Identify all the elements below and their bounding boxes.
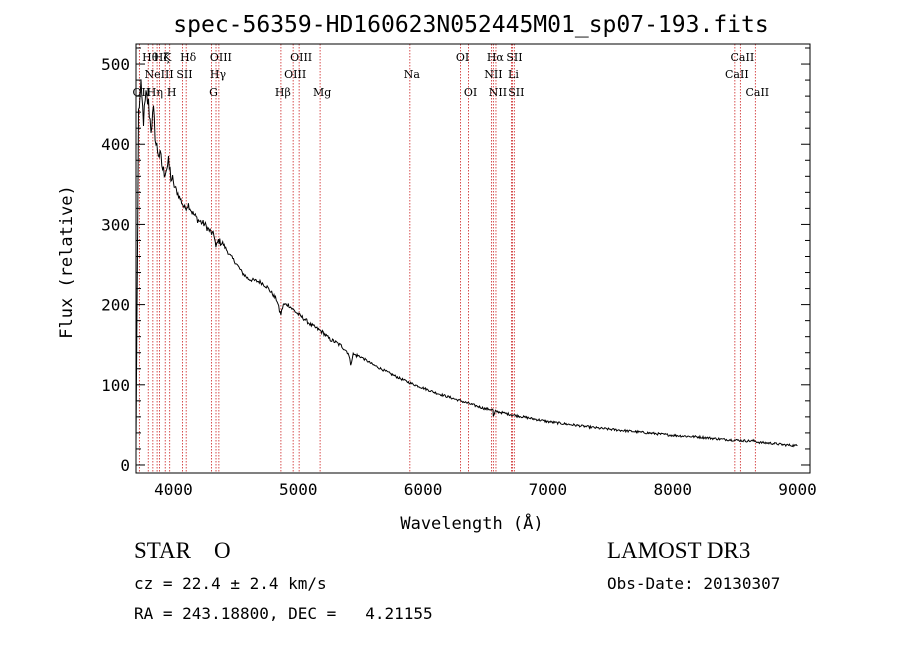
redshift-velocity: cz = 22.4 ± 2.4 km/s (134, 574, 327, 593)
y-axis-label: Flux (relative) (57, 185, 77, 339)
coordinates: RA = 243.18800, DEC = 4.21155 (134, 604, 433, 623)
line-label-4: Hζ (154, 51, 170, 64)
series-line-spectrum (135, 79, 798, 448)
line-label-15: Mg (313, 86, 331, 99)
line-label-20: Hα (487, 51, 505, 64)
line-label-16: Na (404, 68, 421, 81)
line-label-8: Hδ (180, 51, 197, 64)
x-tick-label: 6000 (404, 480, 443, 499)
line-labels: OII Hθ Hη NeIII HζK H SII Hδ G Hγ OIII Hβ OIII OIII Mg… (133, 51, 770, 99)
y-tick-label: 400 (101, 135, 130, 154)
spectral-line-markers (138, 44, 756, 473)
line-label-5: K (163, 51, 172, 64)
survey-label: LAMOST DR3 (607, 538, 751, 563)
line-label-26: CaII (731, 51, 755, 64)
x-tick-label: 7000 (529, 480, 568, 499)
line-label-11: OIII (210, 51, 232, 64)
y-tick-label: 500 (101, 55, 130, 74)
object-class-label: STAR O (134, 538, 231, 563)
line-label-7: SII (176, 68, 192, 81)
line-label-25: CaII (725, 68, 749, 81)
line-label-23: SII (506, 51, 522, 64)
line-label-10: Hγ (210, 68, 227, 81)
line-label-12: Hβ (275, 86, 291, 99)
line-label-0: OII (133, 86, 151, 99)
line-label-3: NeIII (145, 68, 174, 81)
x-tick-label: 4000 (154, 480, 193, 499)
x-tick-label: 8000 (653, 480, 692, 499)
line-label-13: OIII (284, 68, 306, 81)
y-tick-label: 100 (101, 376, 130, 395)
line-label-17: OI (456, 51, 469, 64)
plot-axes: 4000 5000 6000 7000 8000 9000 0 100 200 300 400 500 (101, 43, 817, 499)
line-label-27: CaII (745, 86, 769, 99)
observation-date: Obs-Date: 20130307 (607, 574, 781, 593)
x-tick-label: 5000 (279, 480, 318, 499)
line-label-14: OIII (290, 51, 312, 64)
spectrum-series (135, 79, 798, 448)
line-label-1: Hθ (142, 51, 159, 64)
x-tick-label: 9000 (778, 480, 817, 499)
line-label-6: H (167, 86, 177, 99)
x-axis-label: Wavelength (Å) (400, 512, 543, 534)
y-tick-label: 0 (120, 456, 130, 475)
line-label-18: OI (464, 86, 477, 99)
line-label-2: Hη (147, 86, 163, 99)
y-tick-label: 200 (101, 296, 130, 315)
line-label-21: NII (489, 86, 507, 99)
line-label-24: SII (508, 86, 524, 99)
plot-frame (135, 43, 811, 474)
line-label-9: G (209, 86, 218, 99)
chart-title: spec-56359-HD160623N052445M01_sp07-193.f… (173, 12, 768, 38)
y-tick-label: 300 (101, 215, 130, 234)
line-label-19: NII (484, 68, 502, 81)
line-label-22: Li (508, 68, 519, 81)
